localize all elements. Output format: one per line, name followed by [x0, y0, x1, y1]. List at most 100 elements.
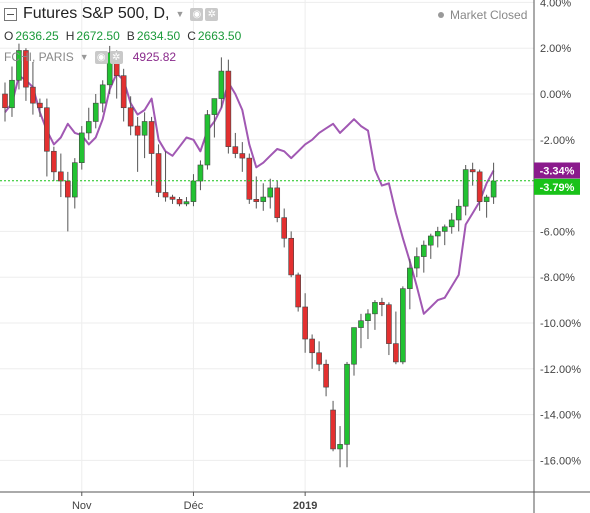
candle	[288, 231, 294, 278]
candle-body	[16, 50, 22, 81]
candle-body	[462, 169, 469, 207]
candle	[155, 144, 162, 198]
gear-icon[interactable]: ✲	[109, 50, 123, 64]
candle	[316, 341, 322, 372]
candle	[169, 194, 176, 204]
open-label: O	[4, 29, 14, 43]
candle	[267, 178, 274, 209]
candle	[51, 146, 57, 182]
candle-body	[78, 132, 85, 163]
price-value-tag: -3.79%	[534, 178, 580, 195]
price-tags: -3.34% -3.79%	[534, 162, 580, 195]
candle	[211, 98, 218, 138]
candle	[448, 213, 455, 234]
price-tag-label: -3.79%	[540, 182, 575, 194]
candle	[407, 258, 413, 310]
candle	[162, 151, 169, 202]
chevron-down-icon[interactable]: ▼	[175, 9, 185, 19]
y-tick-label: 0.00%	[540, 89, 571, 101]
candle-body	[169, 196, 176, 200]
candle-body	[204, 114, 211, 166]
candle	[99, 80, 106, 113]
high-label: H	[65, 29, 75, 43]
candle-body	[253, 199, 260, 202]
candle	[30, 61, 36, 115]
candle-body	[225, 70, 232, 147]
y-tick-label: -8.00%	[540, 272, 575, 284]
symbol-title[interactable]: Futures S&P 500, D,	[23, 5, 170, 22]
compare-tag-label: -3.34%	[540, 165, 575, 177]
candle-body	[127, 107, 134, 127]
candle	[253, 176, 260, 209]
candle-body	[9, 79, 15, 109]
collapse-icon[interactable]	[4, 7, 17, 21]
candle	[330, 400, 336, 452]
candle	[78, 126, 85, 170]
candle	[134, 116, 141, 172]
candle	[434, 226, 441, 248]
candle-body	[267, 187, 274, 198]
eye-icon[interactable]: ◉	[190, 7, 204, 21]
candle	[176, 197, 183, 207]
candlestick-series	[2, 43, 497, 468]
close-label: C	[187, 29, 196, 43]
candle	[337, 426, 343, 468]
candle	[358, 313, 364, 349]
candle	[400, 286, 406, 365]
candle-body	[134, 125, 141, 136]
candle-body	[274, 187, 281, 218]
candle-body	[414, 256, 420, 269]
candle	[281, 208, 288, 248]
compare-tag-bg	[534, 162, 580, 179]
candle-body	[85, 121, 92, 134]
candle	[462, 164, 469, 216]
candle-body	[51, 150, 57, 173]
compare-symbol[interactable]: FCHI, PARIS	[4, 50, 74, 64]
market-status: Market Closed	[438, 8, 527, 22]
candle-body	[323, 363, 329, 388]
candle	[420, 240, 427, 273]
candle-body	[72, 162, 78, 198]
candle-body	[337, 444, 343, 450]
candle-body	[427, 235, 434, 246]
candle	[455, 199, 462, 232]
ohlc-row: O 2636.25 H 2672.50 B 2634.50 C 2663.50	[4, 29, 248, 43]
candle	[37, 98, 43, 117]
candle	[16, 43, 22, 90]
candle-body	[330, 409, 336, 450]
high-value: 2672.50	[76, 29, 120, 43]
candle-body	[176, 199, 183, 205]
candle-body	[58, 171, 64, 182]
candle-body	[393, 343, 399, 363]
candle-body	[190, 180, 197, 202]
candle-body	[37, 102, 43, 109]
candle-body	[351, 327, 357, 365]
candle-body	[365, 313, 371, 322]
candle-body	[30, 86, 36, 104]
y-tick-label: -10.00%	[540, 318, 581, 330]
candle-body	[295, 274, 301, 308]
candle-body	[2, 93, 8, 109]
candle-body	[65, 180, 71, 198]
low-label: B	[126, 29, 135, 43]
candle-body	[302, 306, 308, 340]
candle-body	[358, 320, 364, 328]
gear-icon[interactable]: ✲	[205, 7, 219, 21]
candle-body	[281, 217, 288, 239]
candle-body	[183, 201, 190, 205]
candle-body	[434, 231, 441, 237]
candle	[23, 48, 29, 101]
y-tick-label: 4.00%	[540, 0, 571, 9]
candle	[476, 169, 483, 211]
chevron-down-icon[interactable]: ▼	[79, 52, 89, 62]
candle	[148, 116, 155, 186]
eye-icon[interactable]: ◉	[94, 50, 108, 64]
compare-value-tag: -3.34%	[534, 162, 580, 179]
candle-body	[99, 84, 106, 104]
candle	[365, 309, 371, 340]
candle	[441, 224, 448, 246]
candle	[490, 162, 497, 204]
x-tick-label: 2019	[293, 500, 317, 512]
candle-body	[232, 146, 239, 154]
